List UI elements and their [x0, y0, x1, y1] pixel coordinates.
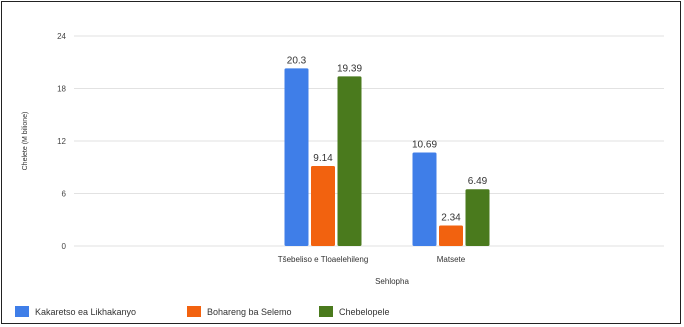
legend-label: Kakaretso ea Likhakanyo [35, 307, 136, 317]
x-tick-label: Tšebeliso e Tloaelehileng [278, 255, 369, 264]
bar [465, 189, 490, 246]
data-label: 6.49 [468, 176, 488, 187]
data-label: 9.14 [313, 153, 333, 164]
y-tick-label: 12 [57, 137, 66, 146]
bar [412, 152, 437, 246]
x-tick-label: Matsete [437, 255, 466, 264]
data-label: 10.69 [412, 139, 437, 150]
legend-swatch [15, 306, 29, 317]
legend-label: Bohareng ba Selemo [207, 307, 292, 317]
data-label: 2.34 [441, 213, 461, 224]
legend-swatch [187, 306, 201, 317]
legend-swatch [319, 306, 333, 317]
y-tick-label: 6 [62, 190, 67, 199]
y-axis-title: Chelete (M bilione) [22, 112, 29, 171]
data-label: 20.3 [287, 55, 307, 66]
data-label: 19.39 [337, 63, 362, 74]
bar [284, 68, 309, 246]
bar [337, 76, 362, 247]
bar [311, 166, 335, 246]
y-tick-label: 0 [62, 242, 67, 251]
x-axis-title: Sehlopha [375, 277, 409, 286]
y-tick-label: 18 [57, 85, 66, 94]
bar [439, 225, 463, 246]
y-tick-label: 24 [57, 32, 66, 41]
legend-label: Chebelopele [339, 307, 390, 317]
